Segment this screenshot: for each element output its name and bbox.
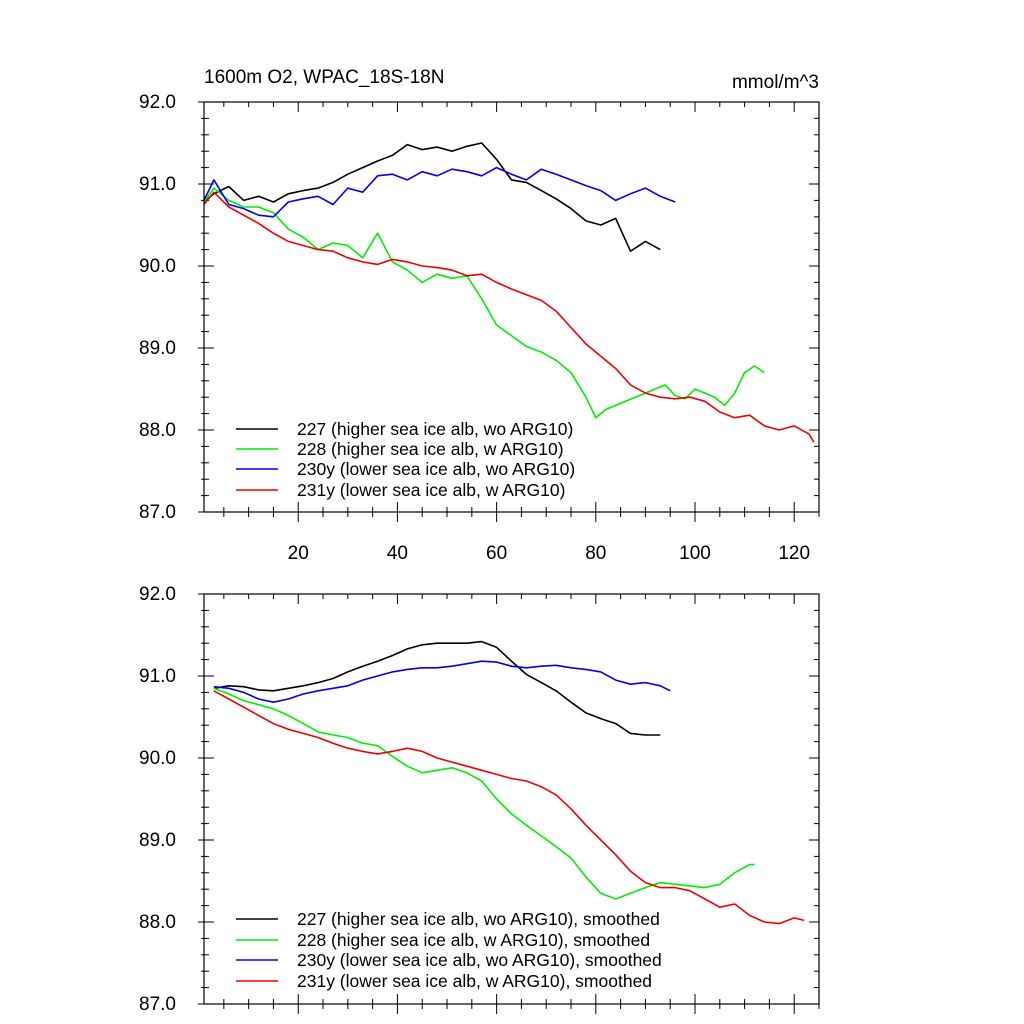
y-tick-label: 87.0 [139,994,176,1015]
series-lines-top [203,142,815,443]
y-tick-label: 90.0 [139,748,176,769]
y-tick-label: 89.0 [139,830,176,851]
x-tick-label: 100 [679,543,711,564]
legend-label-230y-smoothed: 230y (lower sea ice alb, wo ARG10), smoo… [297,950,662,970]
y-tick-label: 89.0 [139,338,176,359]
y-tick-labels-top: 92.0 91.0 90.0 89.0 88.0 87.0 [139,92,176,523]
legend-label-227-smoothed: 227 (higher sea ice alb, wo ARG10), smoo… [297,909,660,929]
x-tick-label: 40 [387,543,408,564]
x-tick-labels-top: 20 40 60 80 100 120 [288,543,810,564]
chart-title: 1600m O2, WPAC_18S-18N [204,67,444,88]
series-line-231y-smoothed [213,690,805,925]
legend-label-230y: 230y (lower sea ice alb, wo ARG10) [297,459,575,479]
series-line-228-smoothed [213,687,755,900]
legend-label-231y-smoothed: 231y (lower sea ice alb, w ARG10), smoot… [297,971,652,991]
top-panel: 1600m O2, WPAC_18S-18N mmol/m^3 92.0 91.… [139,67,820,564]
bottom-panel: 92.0 91.0 90.0 89.0 88.0 87.0 227 (highe… [139,584,820,1015]
series-line-230y-smoothed [213,660,671,704]
plot-frame-top [203,101,820,513]
y-tick-label: 92.0 [139,92,176,113]
legend-label-228-smoothed: 228 (higher sea ice alb, w ARG10), smoot… [297,930,650,950]
x-tick-label: 20 [288,543,309,564]
legend-label-228: 228 (higher sea ice alb, w ARG10) [297,439,564,459]
y-tick-label: 87.0 [139,502,176,523]
axis-ticks-top [198,101,820,522]
series-line-231y [203,191,815,443]
x-tick-label: 120 [778,543,810,564]
y-tick-label: 88.0 [139,912,176,933]
series-line-230y [203,166,676,218]
y-tick-label: 91.0 [139,666,176,687]
y-tick-labels-bottom: 92.0 91.0 90.0 89.0 88.0 87.0 [139,584,176,1015]
legend-label-231y: 231y (lower sea ice alb, w ARG10) [297,480,565,500]
y-tick-label: 92.0 [139,584,176,605]
series-line-227-smoothed [213,640,661,736]
series-line-227 [203,142,661,252]
y-tick-label: 90.0 [139,256,176,277]
legend-label-227: 227 (higher sea ice alb, wo ARG10) [297,419,573,439]
plot-frame-bottom [203,593,820,1005]
series-lines-bottom [213,640,805,925]
units-label: mmol/m^3 [732,72,819,93]
y-tick-label: 91.0 [139,174,176,195]
x-tick-label: 80 [585,543,606,564]
y-tick-label: 88.0 [139,420,176,441]
legend-bottom: 227 (higher sea ice alb, wo ARG10), smoo… [236,909,662,991]
series-line-228 [203,187,765,419]
legend-top: 227 (higher sea ice alb, wo ARG10) 228 (… [236,419,575,500]
x-tick-label: 60 [486,543,507,564]
